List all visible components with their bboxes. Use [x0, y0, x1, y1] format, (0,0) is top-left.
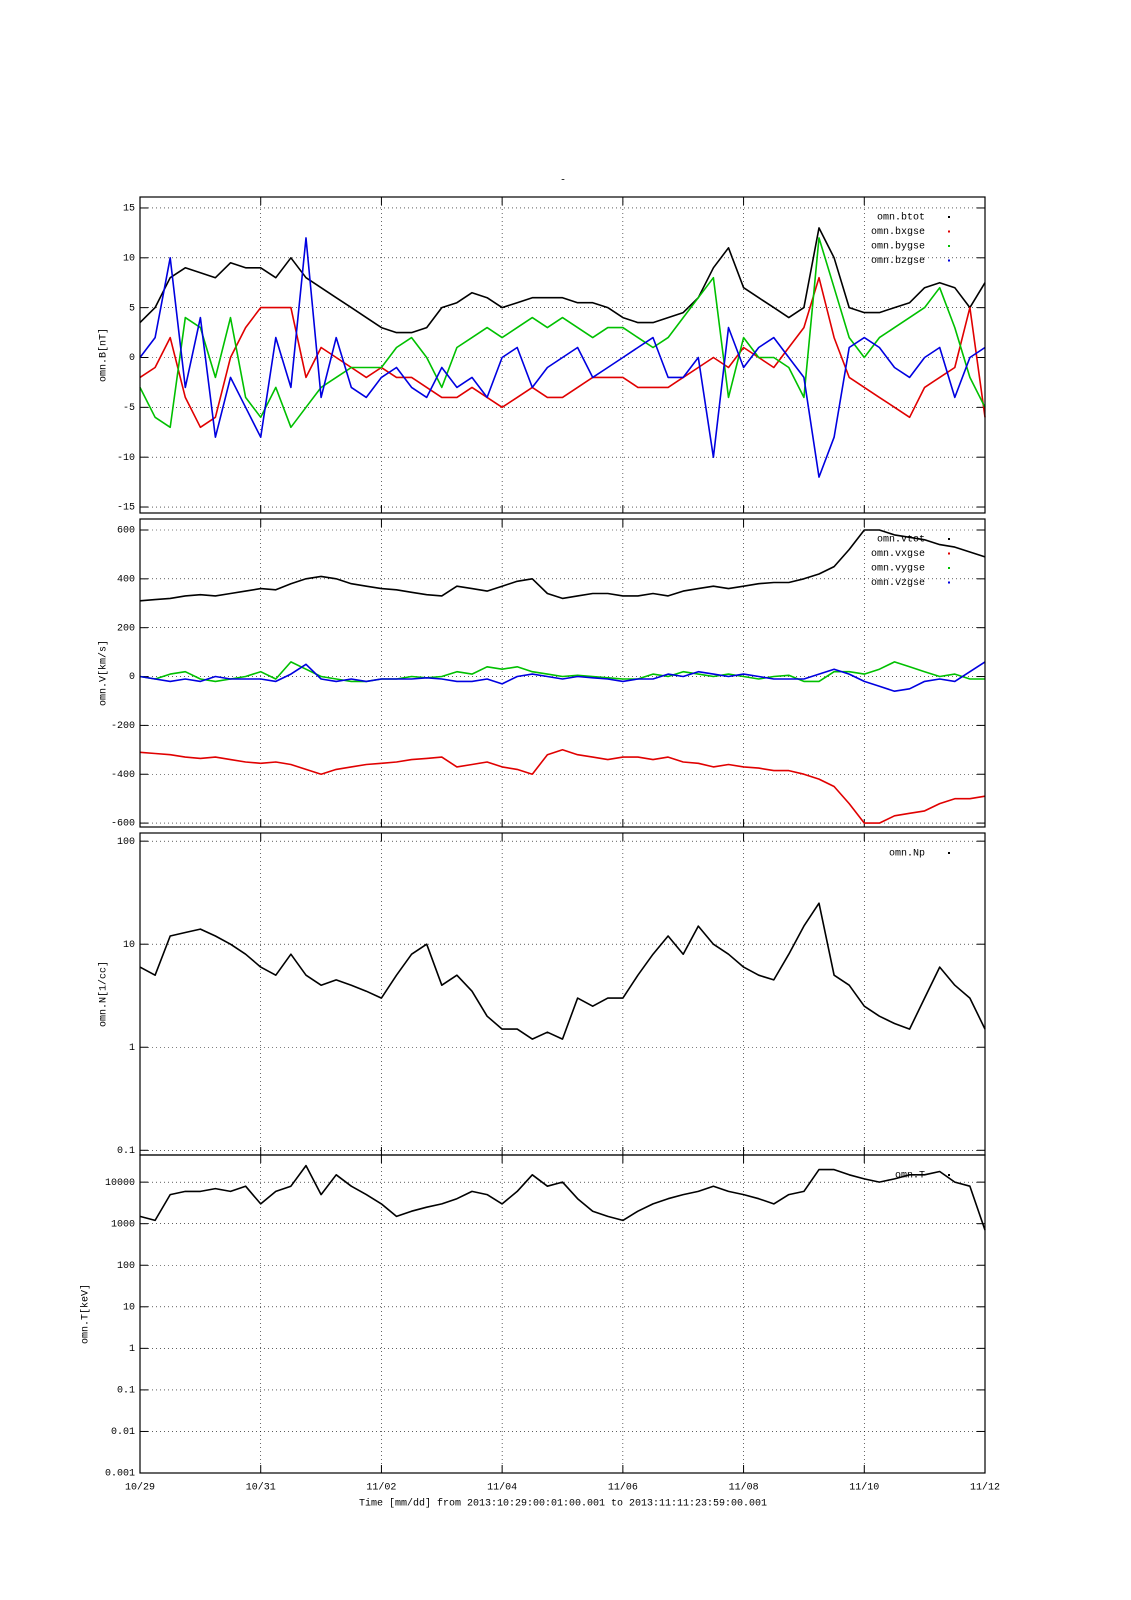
- legend-label: omn.vzgse: [871, 578, 925, 589]
- series-line: [139, 749, 986, 824]
- y-tick-label: 200: [117, 623, 135, 634]
- y-tick-label: 10: [123, 940, 135, 951]
- legend-label: omn.Np: [889, 849, 925, 860]
- x-tick-label: 11/12: [970, 1482, 1000, 1494]
- legend-marker: [948, 852, 950, 854]
- legend-marker: [948, 245, 950, 247]
- legend-marker: [948, 230, 950, 233]
- y-tick-label: 0.001: [105, 1469, 135, 1480]
- chart-title: -: [560, 176, 566, 187]
- y-tick-label: 100: [117, 837, 135, 848]
- legend-marker: [948, 538, 950, 540]
- y-tick-label: 5: [129, 303, 135, 314]
- x-tick-label: 11/08: [729, 1482, 759, 1494]
- x-axis-label: Time [mm/dd] from 2013:10:29:00:01:00.00…: [359, 1498, 767, 1510]
- legend-marker: [948, 216, 950, 218]
- series-line: [139, 529, 986, 602]
- series-line: [139, 661, 986, 692]
- legend-marker: [948, 581, 950, 584]
- y-tick-label: 400: [117, 574, 135, 585]
- plot-frame: [139, 196, 986, 514]
- y-tick-label: -400: [111, 770, 135, 781]
- plot-frame: [139, 518, 986, 828]
- y-tick-label: 100: [117, 1261, 135, 1272]
- y-tick-label: 1: [129, 1043, 135, 1054]
- legend-marker: [948, 552, 950, 555]
- x-tick-label: 11/04: [487, 1482, 517, 1494]
- y-axis-label: omn.B[nT]: [98, 328, 110, 382]
- y-tick-label: 0: [129, 353, 135, 364]
- y-axis-label: omn.T[keV]: [80, 1284, 92, 1344]
- y-tick-label: 0.1: [117, 1146, 135, 1157]
- x-tick-label: 11/10: [849, 1482, 879, 1494]
- y-tick-label: 15: [123, 204, 135, 215]
- y-axis-label: omn.N[1/cc]: [98, 961, 110, 1027]
- legend-marker: [948, 567, 950, 569]
- y-tick-label: -5: [123, 403, 135, 414]
- legend-label: omn.T: [895, 1171, 925, 1182]
- y-tick-label: 0.01: [111, 1427, 135, 1438]
- legend-label: omn.bygse: [871, 241, 925, 253]
- y-axis-label: omn.V[km/s]: [98, 640, 110, 706]
- x-tick-label: 11/02: [366, 1482, 396, 1494]
- legend-label: omn.vygse: [871, 564, 925, 575]
- series-line: [139, 276, 986, 429]
- legend-marker: [948, 259, 950, 262]
- legend-label: omn.bzgse: [871, 255, 925, 267]
- legend-label: omn.btot: [877, 212, 925, 224]
- legend-label: omn.bxgse: [871, 226, 925, 238]
- legend-label: omn.vtot: [877, 535, 925, 546]
- series-line: [139, 902, 986, 1040]
- series-line: [139, 237, 986, 429]
- x-tick-label: 10/31: [246, 1482, 276, 1494]
- y-tick-label: -600: [111, 819, 135, 830]
- series-line: [139, 237, 986, 478]
- y-tick-label: 1000: [111, 1219, 135, 1230]
- y-tick-label: 10000: [105, 1178, 135, 1189]
- x-tick-label: 11/06: [608, 1482, 638, 1494]
- y-tick-label: -200: [111, 721, 135, 732]
- y-tick-label: -10: [117, 453, 135, 464]
- y-tick-label: -15: [117, 503, 135, 514]
- legend-marker: [948, 1174, 950, 1176]
- series-line: [139, 227, 986, 334]
- y-tick-label: 10: [123, 1302, 135, 1313]
- y-tick-label: 10: [123, 253, 135, 264]
- legend-label: omn.vxgse: [871, 549, 925, 560]
- y-tick-label: 1: [129, 1344, 135, 1355]
- y-tick-label: 0.1: [117, 1386, 135, 1397]
- x-tick-label: 10/29: [125, 1482, 155, 1494]
- series-line: [139, 1164, 986, 1231]
- y-tick-label: 0: [129, 672, 135, 683]
- plot-frame: [139, 1154, 986, 1474]
- y-tick-label: 600: [117, 526, 135, 537]
